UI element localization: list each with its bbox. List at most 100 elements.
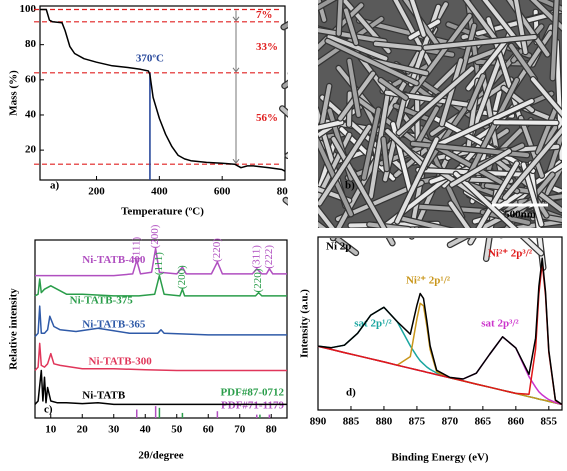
sem-fiber xyxy=(423,35,537,50)
x-tick-label: 600 xyxy=(214,186,231,198)
sem-fiber xyxy=(427,99,534,151)
component-label: sat 2p³/² xyxy=(481,318,519,330)
sem-fiber xyxy=(373,41,422,51)
data-line xyxy=(34,369,287,406)
y-axis-title: Mass (%) xyxy=(8,70,20,116)
data-line xyxy=(40,8,286,172)
x-tick-label: 200 xyxy=(88,186,105,198)
sem-fiber xyxy=(507,0,550,57)
x-tick-label: 50 xyxy=(171,424,183,436)
x-tick-label: 855 xyxy=(541,416,558,428)
sem-fiber xyxy=(396,66,474,135)
data-line xyxy=(35,247,287,277)
sem-fiber xyxy=(439,58,463,127)
x-tick-label: 880 xyxy=(376,416,393,428)
sem-fiber xyxy=(408,13,472,98)
sem-fiber xyxy=(550,0,559,81)
x-tick-label: 865 xyxy=(475,416,492,428)
marker-label: 370ºC xyxy=(136,52,164,64)
x-tick-label: 875 xyxy=(409,416,426,428)
component-label: Ni²⁺ 2p¹/² xyxy=(406,275,451,287)
sem-fiber xyxy=(331,136,395,246)
sem-fiber xyxy=(395,137,439,224)
arrow-head xyxy=(232,67,240,73)
panel-label: b) xyxy=(345,180,355,192)
x-tick-label: 60 xyxy=(203,424,215,436)
x-axis-title: 2θ/degree xyxy=(138,450,183,462)
series-label: Ni-TATB-365 xyxy=(82,318,146,330)
y-tick-label: 20 xyxy=(25,144,37,156)
sem-fiber xyxy=(310,27,387,44)
series-label: Ni-TATB-300 xyxy=(89,356,153,368)
sem-fiber xyxy=(381,137,389,172)
series-label: Ni-TATB-375 xyxy=(70,295,134,307)
x-axis-title: Binding Energy (eV) xyxy=(391,452,489,464)
y-tick-label: 60 xyxy=(25,73,37,85)
peak-label: (220) xyxy=(211,238,223,262)
x-tick-label: 870 xyxy=(442,416,459,428)
sem-fiber xyxy=(467,74,486,111)
data-line xyxy=(34,342,287,372)
peak-label: (200) xyxy=(176,265,188,289)
sem-fiber xyxy=(465,78,519,181)
sem-fiber xyxy=(493,120,559,125)
sem-fiber xyxy=(448,201,472,233)
y-tick-label: 100 xyxy=(20,3,37,15)
mass-loss-label: 33% xyxy=(256,41,278,53)
sem-fiber xyxy=(316,132,352,199)
x-tick-label: 890 xyxy=(310,416,327,428)
peak-label: (222) xyxy=(263,245,275,269)
y-tick-label: 40 xyxy=(25,109,37,121)
plot-frame xyxy=(39,5,286,181)
x-tick-label: 40 xyxy=(140,424,152,436)
peak-label: (111) xyxy=(130,237,142,260)
sem-fiber xyxy=(385,129,427,170)
sem-fiber xyxy=(409,0,426,37)
sem-clip-right xyxy=(562,0,567,236)
sem-fiber xyxy=(317,124,372,206)
x-tick-label: 400 xyxy=(151,186,168,198)
x-tick-label: 70 xyxy=(234,424,246,436)
sem-fiber xyxy=(378,78,408,100)
sem-fiber xyxy=(531,77,567,123)
sem-fiber xyxy=(347,58,361,117)
y-tick-label: 80 xyxy=(25,38,37,50)
sem-fiber xyxy=(450,149,512,187)
sem-fiber xyxy=(319,84,332,131)
sem-fiber xyxy=(336,0,343,36)
sem-fiber xyxy=(310,127,353,217)
sem-fiber xyxy=(327,34,388,61)
y-axis-title: Relative intensity xyxy=(8,288,20,370)
data-line xyxy=(34,274,287,297)
sem-clip-bottom xyxy=(310,228,567,238)
arrow-head xyxy=(232,158,240,165)
x-tick-label: 20 xyxy=(77,424,89,436)
x-axis-title: Temperature (ºC) xyxy=(121,206,204,218)
x-tick-label: 885 xyxy=(343,416,360,428)
sem-fiber xyxy=(484,174,501,261)
sem-fiber xyxy=(343,8,359,45)
panel-label: d) xyxy=(346,387,356,399)
plot-frame xyxy=(317,236,563,411)
sem-fiber xyxy=(361,107,381,180)
panel-label: a) xyxy=(50,180,60,192)
data-line xyxy=(317,257,563,406)
sem-fiber xyxy=(316,0,327,22)
peak-label: (111) xyxy=(153,252,165,275)
peak-label: (311) xyxy=(250,245,262,269)
sem-fiber xyxy=(354,49,427,146)
series-label: Ni-TATB-400 xyxy=(82,254,146,266)
sem-fiber xyxy=(459,23,477,79)
x-tick-label: 10 xyxy=(45,424,57,436)
sem-fiber xyxy=(463,0,499,43)
reference-name: PDF#71-1179 xyxy=(221,400,284,412)
y-axis-title: Intensity (a.u.) xyxy=(299,289,311,358)
sem-fiber xyxy=(453,171,544,256)
reference-name: PDF#87-0712 xyxy=(220,387,284,399)
plot-frame xyxy=(34,239,288,419)
x-tick-label: 80 xyxy=(266,424,278,436)
series-label: Ni-TATB xyxy=(82,389,126,401)
data-line xyxy=(34,305,287,338)
sem-fiber xyxy=(535,106,558,155)
